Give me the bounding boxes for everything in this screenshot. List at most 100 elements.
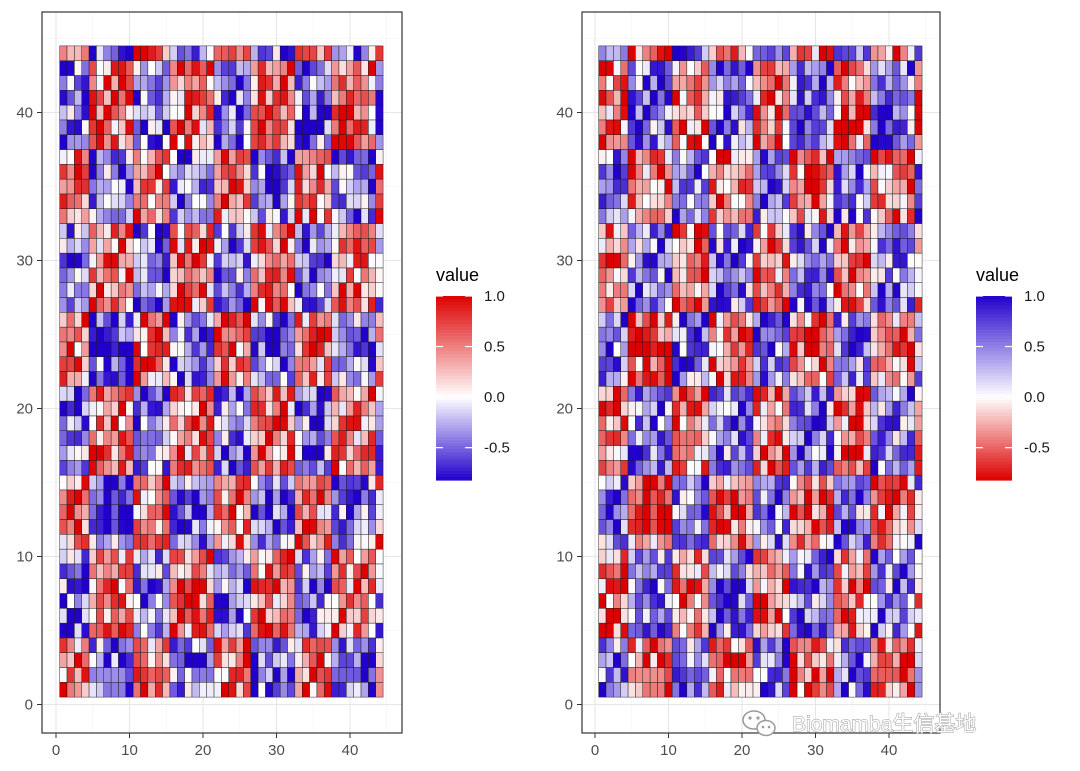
heatmap-cell xyxy=(686,312,695,328)
heatmap-cell xyxy=(184,90,193,106)
heatmap-cell xyxy=(708,45,717,61)
heatmap-cell xyxy=(789,312,798,328)
heatmap-cell xyxy=(103,371,112,387)
heatmap-cell xyxy=(140,104,149,121)
heatmap-cell xyxy=(132,563,141,579)
heatmap-cell xyxy=(730,267,739,283)
heatmap-cell xyxy=(598,252,607,269)
heatmap-cell xyxy=(745,593,754,609)
heatmap-cell xyxy=(368,563,376,579)
heatmap-cell xyxy=(730,489,739,505)
heatmap-cell xyxy=(155,104,163,121)
heatmap-cell xyxy=(243,119,252,135)
heatmap-cell xyxy=(782,90,790,106)
heatmap-cell xyxy=(598,326,607,343)
heatmap-cell xyxy=(169,223,178,239)
heatmap-cell xyxy=(287,445,296,461)
heatmap-cell xyxy=(863,519,871,535)
heatmap-cell xyxy=(657,608,666,624)
heatmap-cell xyxy=(767,460,776,476)
heatmap-cell xyxy=(804,460,813,476)
heatmap-cell xyxy=(848,178,857,195)
heatmap-cell xyxy=(767,223,776,239)
legend-gradient-step xyxy=(976,308,1012,312)
heatmap-cell xyxy=(368,578,376,594)
heatmap-cell xyxy=(88,282,97,298)
heatmap-cell xyxy=(81,238,90,254)
heatmap-cell xyxy=(892,652,901,668)
heatmap-cell xyxy=(228,386,237,402)
heatmap-cell xyxy=(110,400,119,417)
heatmap-cell xyxy=(59,608,68,624)
heatmap-cell xyxy=(649,563,658,579)
heatmap-cell xyxy=(701,104,710,121)
heatmap-cell xyxy=(360,682,369,698)
heatmap-cell xyxy=(914,504,923,520)
heatmap-cell xyxy=(826,534,835,550)
heatmap-cell xyxy=(789,519,798,535)
heatmap-cell xyxy=(279,193,288,209)
heatmap-cell xyxy=(81,267,90,283)
heatmap-cell xyxy=(899,193,908,209)
heatmap-cell xyxy=(338,178,347,195)
heatmap-cell xyxy=(177,282,185,298)
heatmap-cell xyxy=(265,356,274,372)
heatmap-cell xyxy=(613,430,621,446)
heatmap-cell xyxy=(74,474,82,491)
heatmap-cell xyxy=(907,652,915,668)
heatmap-cell xyxy=(140,460,149,476)
heatmap-cell xyxy=(59,193,68,209)
heatmap-cell xyxy=(235,534,244,550)
heatmap-cell xyxy=(243,682,252,698)
legend-gradient-step xyxy=(976,329,1012,334)
heatmap-cell xyxy=(162,134,171,150)
heatmap-cell xyxy=(848,297,857,313)
heatmap-cell xyxy=(723,578,732,594)
heatmap-cell xyxy=(140,667,149,683)
heatmap-cell xyxy=(598,90,607,106)
heatmap-cell xyxy=(338,548,347,565)
heatmap-cell xyxy=(818,593,827,609)
heatmap-cell xyxy=(885,682,893,698)
heatmap-cell xyxy=(767,593,776,609)
heatmap-cell xyxy=(620,104,629,121)
heatmap-cell xyxy=(191,341,200,357)
heatmap-cell xyxy=(147,474,156,491)
heatmap-cell xyxy=(213,252,222,269)
heatmap-cell xyxy=(206,326,215,343)
heatmap-cell xyxy=(184,326,193,343)
heatmap-cell xyxy=(620,297,629,313)
heatmap-cell xyxy=(613,356,621,372)
heatmap-cell xyxy=(272,682,281,698)
heatmap-cell xyxy=(789,75,798,91)
heatmap-cell xyxy=(848,400,857,417)
heatmap-cell xyxy=(199,252,207,269)
heatmap-cell xyxy=(88,534,97,550)
heatmap-cell xyxy=(811,164,820,180)
heatmap-cell xyxy=(620,578,629,594)
heatmap-cell xyxy=(855,667,864,683)
heatmap-cell xyxy=(140,474,149,491)
heatmap-cell xyxy=(331,608,340,624)
y-tick-label: 10 xyxy=(556,549,573,566)
heatmap-cell xyxy=(59,563,68,579)
heatmap-cell xyxy=(331,134,340,150)
heatmap-cell xyxy=(221,622,229,639)
heatmap-cell xyxy=(279,312,288,328)
heatmap-cell xyxy=(302,297,310,313)
heatmap-cell xyxy=(833,593,842,609)
heatmap-cell xyxy=(840,534,849,550)
heatmap-cell xyxy=(708,593,717,609)
heatmap-cell xyxy=(191,415,200,431)
heatmap-cell xyxy=(191,252,200,269)
heatmap-cell xyxy=(833,223,842,239)
heatmap-cell xyxy=(914,356,923,372)
heatmap-cell xyxy=(338,208,347,224)
heatmap-cell xyxy=(598,667,607,683)
heatmap-cell xyxy=(671,667,680,683)
heatmap-cell xyxy=(642,563,651,579)
heatmap-cell xyxy=(155,430,163,446)
heatmap-cell xyxy=(664,119,673,135)
heatmap-cell xyxy=(96,134,105,150)
heatmap-cell xyxy=(235,60,244,76)
